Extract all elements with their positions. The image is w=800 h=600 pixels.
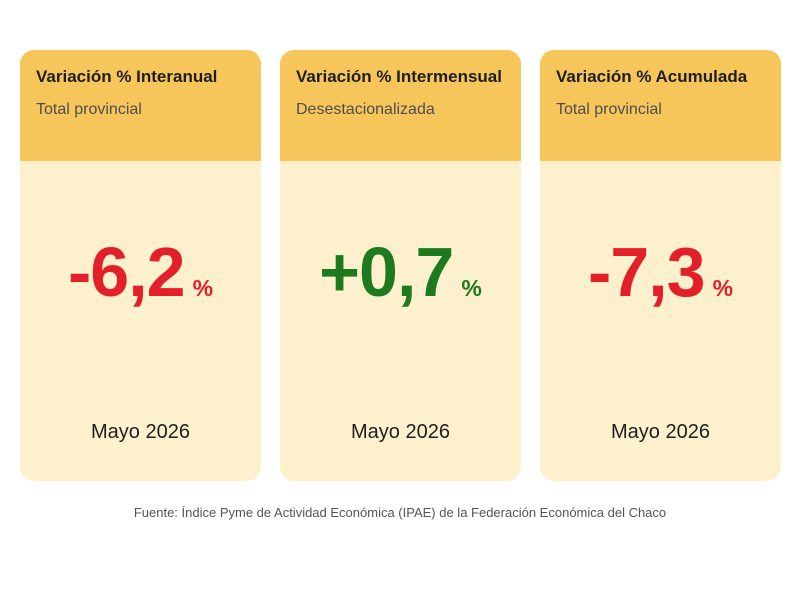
card-acumulada: Variación % Acumulada Total provincial -… (540, 50, 781, 481)
card-title: Variación % Intermensual (296, 67, 502, 86)
value-number: +0,7 (319, 233, 454, 311)
value-display: -7,3% (540, 232, 781, 312)
value-display: +0,7% (280, 232, 521, 312)
card-subtitle: Total provincial (36, 101, 142, 118)
card-interanual: Variación % Interanual Total provincial … (20, 50, 261, 481)
card-title: Variación % Acumulada (556, 67, 748, 86)
card-header: Variación % Interanual Total provincial (20, 50, 261, 161)
card-period: Mayo 2026 (611, 421, 710, 443)
card-header: Variación % Intermensual Desestacionaliz… (280, 50, 521, 161)
card-header: Variación % Acumulada Total provincial (540, 50, 781, 161)
card-intermensual: Variación % Intermensual Desestacionaliz… (280, 50, 521, 481)
value-number: -7,3 (587, 233, 706, 311)
value-unit: % (712, 275, 734, 301)
card-period: Mayo 2026 (91, 421, 190, 443)
source-note: Fuente: Índice Pyme de Actividad Económi… (133, 505, 667, 520)
value-unit: % (461, 275, 482, 301)
value-display: -6,2% (20, 232, 261, 312)
card-subtitle: Total provincial (556, 101, 662, 118)
card-subtitle: Desestacionalizada (296, 101, 435, 118)
value-number: -6,2 (67, 233, 186, 311)
card-period: Mayo 2026 (351, 421, 450, 443)
value-unit: % (192, 275, 214, 301)
indicator-cards: Variación % Interanual Total provincial … (20, 50, 781, 481)
card-title: Variación % Interanual (36, 67, 218, 86)
